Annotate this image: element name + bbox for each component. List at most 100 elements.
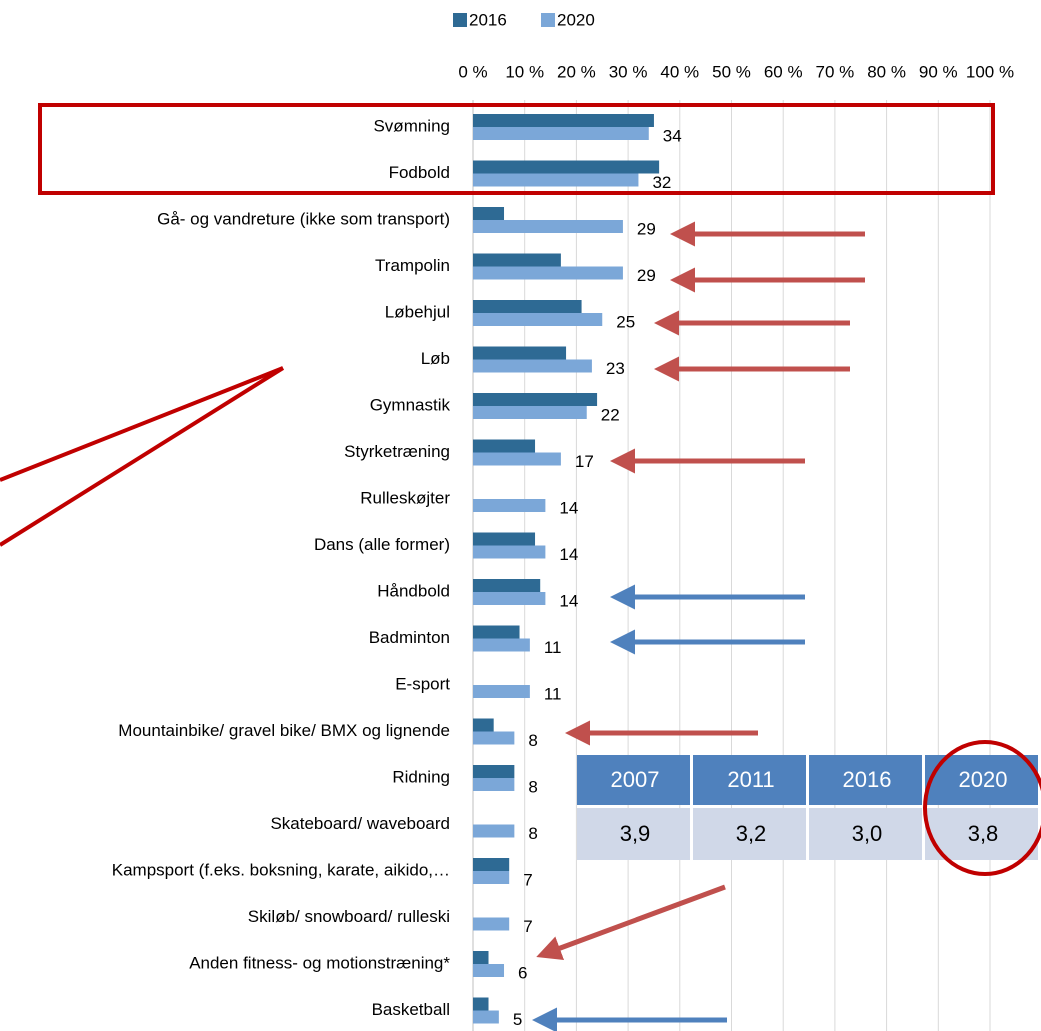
bar <box>473 625 520 639</box>
y-tick-label: Styrketræning <box>344 442 450 461</box>
legend-swatch <box>453 13 467 27</box>
y-tick-label: E-sport <box>395 674 450 693</box>
bar <box>473 871 510 884</box>
grid: 0 % 10 % 20 % 30 % 40 % 50 % 60 % 70 % 80 % 90 % 1… <box>458 62 1014 1031</box>
table: 2007 2011 2016 2020 3,9 3,2 3,0 3,8 <box>577 755 1038 860</box>
data-label: 29 <box>637 219 656 238</box>
bar <box>473 253 561 267</box>
bar <box>473 951 489 964</box>
x-tick-label: 50 % <box>712 62 751 81</box>
table-header: 2007 <box>611 767 660 792</box>
legend-swatch <box>541 13 555 27</box>
y-tick-label: Svømning <box>373 116 450 135</box>
pointer-line <box>0 366 285 547</box>
y-tick-label: Dans (alle former) <box>314 535 450 554</box>
plot: 2016 2020 Svømning 34 Fodbold 32 Gå- og vandre… <box>112 10 682 1029</box>
data-label: 32 <box>652 173 671 192</box>
arrows <box>532 221 865 1031</box>
table-cell <box>577 808 690 860</box>
x-tick-label: 0 % <box>458 62 487 81</box>
bar <box>473 393 598 406</box>
table-value: 3,9 <box>620 821 651 846</box>
table-header: 2016 <box>843 767 892 792</box>
y-tick-label: Badminton <box>369 628 450 647</box>
table-header-cell <box>577 755 690 805</box>
bar <box>473 858 510 871</box>
table-value: 3,0 <box>852 821 883 846</box>
x-tick-label: 60 % <box>764 62 803 81</box>
y-tick-label: Skateboard/ waveboard <box>270 814 450 833</box>
bar <box>473 997 489 1011</box>
bar <box>473 718 494 732</box>
bar <box>473 173 639 187</box>
bar <box>473 359 592 373</box>
bar <box>473 545 546 559</box>
bar <box>473 220 623 233</box>
data-label: 7 <box>523 917 532 936</box>
bar <box>473 638 530 652</box>
bar <box>473 592 546 605</box>
y-tick-label: Kampsport (f.eks. boksning, karate, aiki… <box>112 860 450 879</box>
bar <box>473 452 561 466</box>
y-tick-label: Ridning <box>392 767 450 786</box>
data-label: 6 <box>518 963 527 982</box>
bar <box>473 439 536 453</box>
y-tick-label: Fodbold <box>389 163 450 182</box>
table-header: 2011 <box>727 767 774 792</box>
bar <box>473 114 654 127</box>
y-tick-label: Løb <box>421 349 450 368</box>
table-value: 3,2 <box>736 821 767 846</box>
bar <box>473 532 536 546</box>
bar <box>473 300 582 313</box>
x-tick-label: 90 % <box>919 62 958 81</box>
bar <box>473 579 541 592</box>
annotations <box>0 103 995 1031</box>
bar <box>473 313 603 326</box>
y-tick-label: Gå- og vandreture (ikke som transport) <box>157 209 450 228</box>
x-tick-label: 40 % <box>660 62 699 81</box>
data-label: 17 <box>575 452 594 471</box>
bar <box>473 266 623 280</box>
x-tick-label: 80 % <box>867 62 906 81</box>
bar <box>473 765 515 778</box>
x-tick-label: 70 % <box>816 62 855 81</box>
pointer-line <box>0 366 284 482</box>
data-label: 14 <box>559 591 578 610</box>
y-tick-label: Basketball <box>372 1000 450 1019</box>
highlight-box <box>38 103 995 195</box>
bar <box>473 685 530 698</box>
x-tick-label: 100 % <box>966 62 1014 81</box>
y-tick-label: Mountainbike/ gravel bike/ BMX og lignen… <box>118 721 450 740</box>
bar <box>473 160 660 174</box>
bar <box>473 346 567 360</box>
y-tick-label: Gymnastik <box>370 395 451 414</box>
y-tick-label: Håndbold <box>377 581 450 600</box>
data-label: 8 <box>528 824 537 843</box>
data-label: 25 <box>616 312 635 331</box>
table-header: 2020 <box>959 767 1008 792</box>
bar <box>473 1010 499 1024</box>
data-label: 7 <box>523 870 532 889</box>
data-label: 14 <box>559 498 578 517</box>
bar <box>473 207 505 220</box>
bar <box>473 778 515 791</box>
data-label: 23 <box>606 359 625 378</box>
bar <box>473 499 546 512</box>
bar <box>473 824 515 838</box>
bar <box>473 964 505 977</box>
highlight-circle <box>923 740 1041 876</box>
x-tick-label: 10 % <box>505 62 544 81</box>
data-label: 11 <box>544 684 562 703</box>
data-label: 22 <box>601 405 620 424</box>
table-cell <box>693 808 806 860</box>
table-header-cell <box>809 755 922 805</box>
data-label: 34 <box>663 126 682 145</box>
bar <box>473 917 510 931</box>
bar <box>473 406 587 419</box>
bar <box>473 731 515 745</box>
y-tick-label: Anden fitness- og motionstræning* <box>189 953 450 972</box>
y-tick-label: Skiløb/ snowboard/ rulleski <box>248 907 450 926</box>
table-value: 3,8 <box>968 821 999 846</box>
bar <box>473 127 649 140</box>
